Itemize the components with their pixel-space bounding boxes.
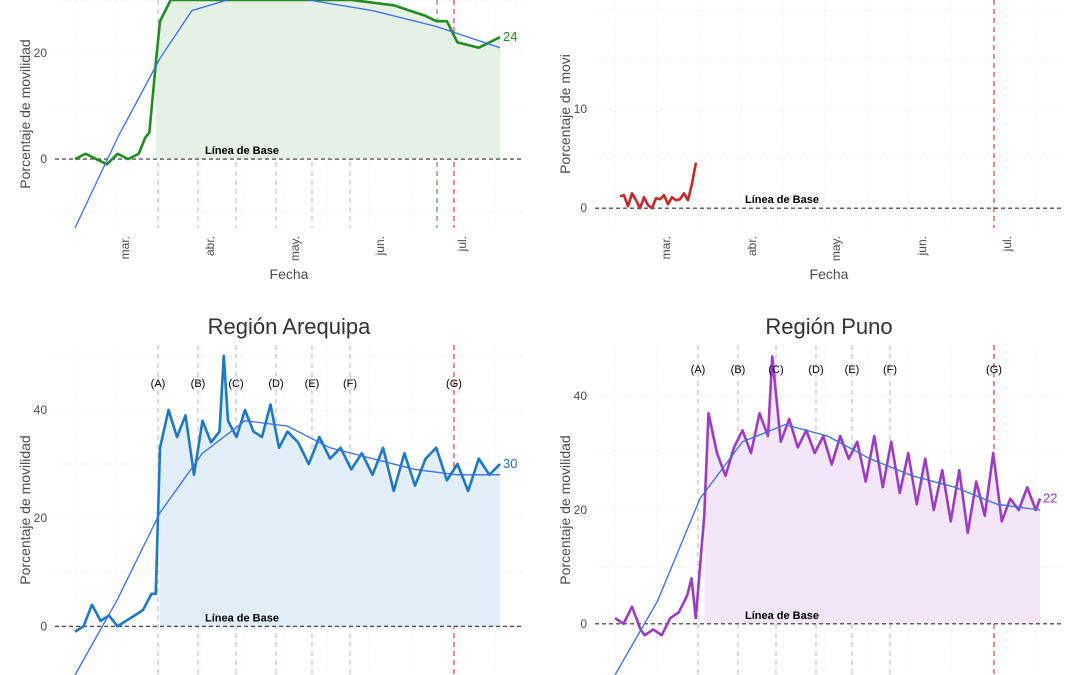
y-axis-title: Porcentaje de movi xyxy=(557,54,573,174)
x-tick-label: jul. xyxy=(1000,236,1014,252)
series-line xyxy=(74,0,501,166)
x-tick-label: mar. xyxy=(118,236,132,259)
area-fill xyxy=(160,355,500,627)
series-line xyxy=(614,355,1042,637)
annotation-label: (E) xyxy=(305,378,320,390)
panel-title: Región Arequipa xyxy=(208,314,371,339)
series-line xyxy=(619,162,698,210)
annotation-label: (A) xyxy=(691,364,706,376)
baseline-label: Línea de Base xyxy=(205,612,279,624)
y-axis-title: Porcentaje de movilidad xyxy=(17,435,33,584)
annotation-label: (D) xyxy=(268,378,283,390)
panel-3: Línea de Base 30 0 20 40 Porcentaje de movili… xyxy=(17,314,523,675)
annotation-label: (F) xyxy=(343,378,357,390)
baseline-label: Línea de Base xyxy=(205,145,279,157)
y-tick-label: 20 xyxy=(34,511,48,525)
y-tick-label: 0 xyxy=(580,617,587,631)
area-fill xyxy=(155,0,500,160)
annotation-label: (G) xyxy=(446,378,462,390)
y-axis-title: Porcentaje de movilidad xyxy=(557,435,573,584)
y-tick-label: 10 xyxy=(574,102,588,116)
x-tick-label: jul. xyxy=(455,236,469,252)
panel-title: Región Puno xyxy=(765,314,892,339)
end-value-label: 24 xyxy=(503,29,517,44)
end-value-label: 22 xyxy=(1043,491,1057,506)
annotation-label: (B) xyxy=(191,378,206,390)
baseline-label: Línea de Base xyxy=(745,610,819,622)
annotation-label: (A) xyxy=(151,378,166,390)
y-tick-label: 20 xyxy=(574,503,588,517)
x-tick-label: mar. xyxy=(659,236,673,259)
y-tick-label: 0 xyxy=(580,201,587,215)
y-axis-title: Porcentaje de movilidad xyxy=(17,39,33,188)
series-line xyxy=(74,354,501,633)
panel-4: Línea de Base 22 0 20 40 Porcentaje de movili… xyxy=(557,314,1063,675)
annotation-label: (D) xyxy=(808,364,823,376)
y-tick-label: 20 xyxy=(34,46,48,60)
y-tick-label: 0 xyxy=(40,152,47,166)
annotation-label: (G) xyxy=(986,364,1002,376)
y-tick-label: 40 xyxy=(574,389,588,403)
area-fill xyxy=(704,356,1040,624)
annotation-label: (C) xyxy=(768,364,783,376)
end-value-label: 30 xyxy=(503,456,517,471)
x-tick-label: jun. xyxy=(915,236,929,256)
y-tick-label: 0 xyxy=(40,619,47,633)
x-tick-label: may. xyxy=(829,236,843,261)
x-tick-label: abr. xyxy=(203,236,217,256)
annotation-label: (E) xyxy=(845,364,860,376)
x-tick-label: may. xyxy=(288,236,302,261)
annotation-label: (B) xyxy=(731,364,746,376)
x-tick-label: jun. xyxy=(373,236,387,256)
baseline-label: Línea de Base xyxy=(745,194,819,206)
trend-line xyxy=(74,420,500,675)
x-tick-label: abr. xyxy=(745,236,759,256)
trend-line xyxy=(614,423,1041,675)
annotation-label: (C) xyxy=(228,378,243,390)
trend-line xyxy=(74,0,501,229)
y-tick-label: 40 xyxy=(34,403,48,417)
x-axis-title: Fecha xyxy=(270,266,309,282)
x-axis-title: Fecha xyxy=(810,266,849,282)
annotation-label: (F) xyxy=(883,364,897,376)
